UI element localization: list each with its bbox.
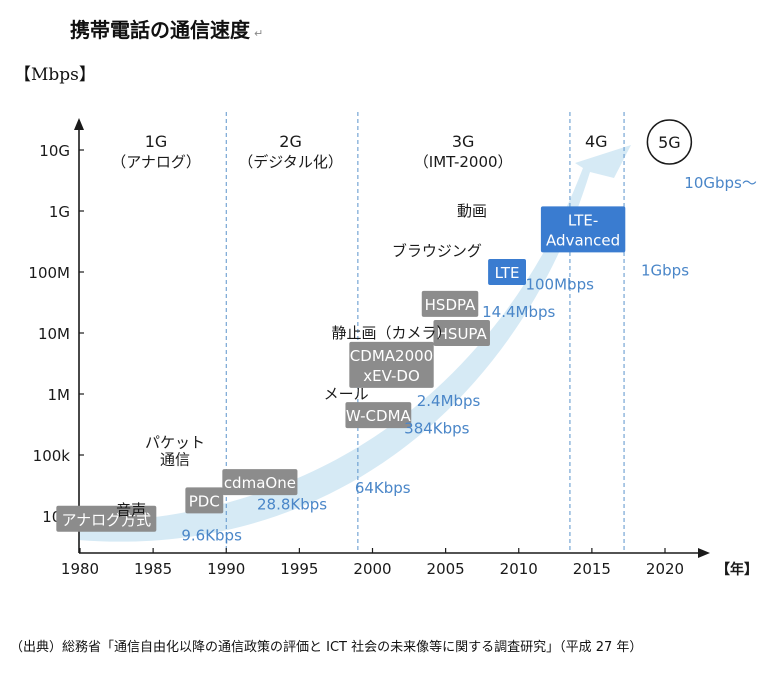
x-tick-label-1995: 1995	[280, 560, 318, 578]
tech-box-LTE-Advanced	[540, 206, 626, 253]
growth-arrow-band	[78, 145, 631, 542]
speed-label-10Gbps〜: 10Gbps〜	[684, 174, 757, 192]
speed-label-100Mbps: 100Mbps	[525, 275, 594, 293]
speed-label-384Kbps: 384Kbps	[404, 420, 470, 438]
x-tick-label-2000: 2000	[353, 560, 391, 578]
use-label-ブラウジング: ブラウジング	[392, 242, 482, 260]
tech-label-HSUPA-0: HSUPA	[437, 325, 488, 343]
tech-label-cdmaOne-0: cdmaOne	[224, 474, 296, 492]
tech-box-W-CDMA	[345, 402, 412, 429]
y-axis-arrowhead	[74, 118, 84, 130]
tech-box-CDMA2000-xEV-DO	[349, 341, 434, 388]
tech-label-LTE-0: LTE	[495, 264, 520, 282]
tech-box-HSDPA	[421, 290, 479, 317]
tech-label-HSDPA-0: HSDPA	[425, 296, 476, 314]
page-title: 携帯電話の通信速度 ↵	[70, 14, 263, 43]
generation-label-3G: 3G	[452, 132, 475, 151]
speed-label-28.8Kbps: 28.8Kbps	[257, 496, 327, 514]
tech-label-CDMA2000-xEV-DO-0: CDMA2000	[350, 347, 433, 365]
speed-label-9.6Kbps: 9.6Kbps	[181, 526, 242, 544]
tech-box-LTE	[488, 259, 526, 285]
y-tick-label-10M: 10M	[38, 325, 70, 343]
x-tick-label-1990: 1990	[207, 560, 245, 578]
use-label-動画: 動画	[457, 202, 487, 220]
generation-label-5G: 5G	[658, 133, 681, 152]
y-tick-label-1G: 1G	[49, 203, 70, 221]
tech-box-アナログ方式	[56, 505, 157, 532]
generation-label-2G: 2G	[279, 132, 302, 151]
x-tick-label-1985: 1985	[134, 560, 172, 578]
tech-label-LTE-Advanced-1: Advanced	[546, 231, 620, 249]
speed-label-1Gbps: 1Gbps	[641, 261, 689, 279]
generation-label-1G: 1G	[145, 132, 168, 151]
x-axis-title: 【年】	[716, 561, 758, 578]
y-tick-label-10G: 10G	[39, 142, 70, 160]
use-label-静止画（カメラ）: 静止画（カメラ）	[332, 324, 452, 342]
tech-label-LTE-Advanced-0: LTE-	[568, 211, 598, 229]
generation-label-4G: 4G	[585, 132, 608, 151]
page-title-text: 携帯電話の通信速度	[70, 18, 250, 42]
generation-sub-2G: （デジタル化）	[238, 153, 343, 171]
y-tick-label-1M: 1M	[48, 386, 71, 404]
use-label-メール: メール	[324, 385, 369, 403]
use-label-パケット: パケット	[145, 434, 205, 452]
x-tick-label-2010: 2010	[500, 560, 538, 578]
speed-label-64Kbps: 64Kbps	[355, 479, 411, 497]
tech-label-PDC-0: PDC	[189, 492, 220, 510]
tech-label-アナログ方式-0: アナログ方式	[61, 511, 151, 529]
speed-label-14.4Mbps: 14.4Mbps	[482, 303, 555, 321]
x-tick-label-2020: 2020	[646, 560, 684, 578]
source-citation: （出典）総務省「通信自由化以降の通信政策の評価と ICT 社会の未来像等に関する…	[10, 640, 643, 655]
generation-sub-1G: （アナログ）	[111, 153, 201, 171]
speed-label-2.4Mbps: 2.4Mbps	[417, 392, 481, 410]
x-tick-label-1980: 1980	[61, 560, 99, 578]
tech-box-PDC	[185, 487, 224, 514]
y-unit-label: 【Mbps】	[14, 65, 96, 85]
return-mark-icon: ↵	[254, 27, 264, 40]
tech-box-HSUPA	[433, 320, 490, 346]
y-tick-label-100M: 100M	[28, 264, 70, 282]
generation-5g-circle	[646, 119, 693, 165]
tech-box-cdmaOne	[222, 469, 298, 496]
tech-label-W-CDMA-0: W-CDMA	[346, 407, 412, 425]
x-tick-label-2005: 2005	[427, 560, 465, 578]
y-tick-label-100k: 100k	[33, 447, 71, 465]
use-label-音声: 音声	[116, 501, 146, 519]
use-label-通信: 通信	[160, 450, 190, 468]
generation-sub-3G: （IMT-2000）	[414, 153, 513, 171]
tech-label-CDMA2000-xEV-DO-1: xEV-DO	[363, 367, 420, 385]
x-tick-label-2015: 2015	[573, 560, 611, 578]
x-axis-arrowhead	[698, 548, 710, 558]
